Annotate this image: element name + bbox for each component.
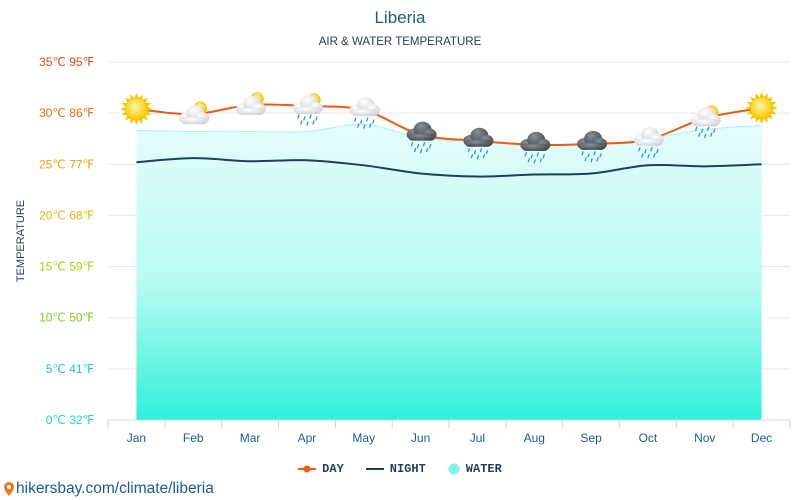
night-line (136, 157, 762, 178)
legend-item-night[interactable]: NIGHT (365, 462, 426, 476)
x-tick-label: Dec (751, 431, 772, 445)
cloud-rain-icon (349, 97, 380, 129)
legend-item-day[interactable]: DAY (298, 462, 344, 476)
legend: DAY NIGHT WATER (0, 462, 800, 476)
partly-cloudy-icon (179, 101, 210, 125)
y-tick-label: 20℃ 68℉ (39, 208, 94, 222)
legend-label-water: WATER (465, 462, 502, 476)
x-tick-label: Nov (694, 431, 715, 445)
y-tick-label: 35℃ 95℉ (39, 55, 94, 69)
partly-cloudy-icon (236, 92, 267, 115)
storm-cloud-rain-icon (520, 131, 551, 164)
x-tick-label: Sep (580, 431, 602, 445)
x-tick-label: Apr (298, 431, 317, 445)
x-tick-label: Oct (639, 431, 658, 445)
legend-label-night: NIGHT (389, 462, 426, 476)
day-line-marker-icon (298, 465, 317, 473)
chart-title: Liberia (374, 8, 426, 27)
y-tick-label: 10℃ 50℉ (39, 311, 94, 325)
water-area (136, 124, 762, 421)
legend-item-water[interactable]: WATER (448, 462, 502, 476)
sun-icon (745, 92, 778, 125)
x-tick-label: May (352, 431, 375, 445)
storm-cloud-rain-icon (406, 121, 437, 154)
x-tick-label: Jan (127, 431, 146, 445)
night-line-marker-icon (365, 468, 384, 470)
cloud-rain-icon (633, 126, 664, 159)
y-tick-label: 15℃ 59℉ (39, 260, 94, 274)
chart-subtitle: AIR & WATER TEMPERATURE (318, 36, 482, 48)
y-tick-label: 30℃ 86℉ (39, 106, 94, 120)
water-dot-marker-icon (448, 463, 460, 475)
x-tick-label: Aug (524, 431, 545, 445)
sun-icon (120, 93, 153, 126)
y-tick-label: 25℃ 77℉ (39, 157, 94, 171)
footer-link[interactable]: hikersbay.com/climate/liberia (4, 480, 214, 498)
x-tick-label: Jul (470, 431, 485, 445)
y-tick-label: 0℃ 32℉ (46, 413, 94, 427)
legend-label-day: DAY (322, 462, 344, 476)
storm-cloud-rain-icon (463, 127, 494, 160)
x-tick-label: Jun (411, 431, 430, 445)
x-tick-label: Mar (240, 431, 261, 445)
footer-text: hikersbay.com/climate/liberia (16, 480, 214, 497)
partly-cloudy-rain-icon (690, 105, 721, 138)
x-tick-label: Feb (183, 431, 204, 445)
storm-cloud-rain-icon (577, 130, 608, 163)
partly-cloudy-rain-icon (292, 93, 323, 126)
y-tick-label: 5℃ 41℉ (46, 362, 94, 376)
map-pin-icon (4, 482, 14, 496)
